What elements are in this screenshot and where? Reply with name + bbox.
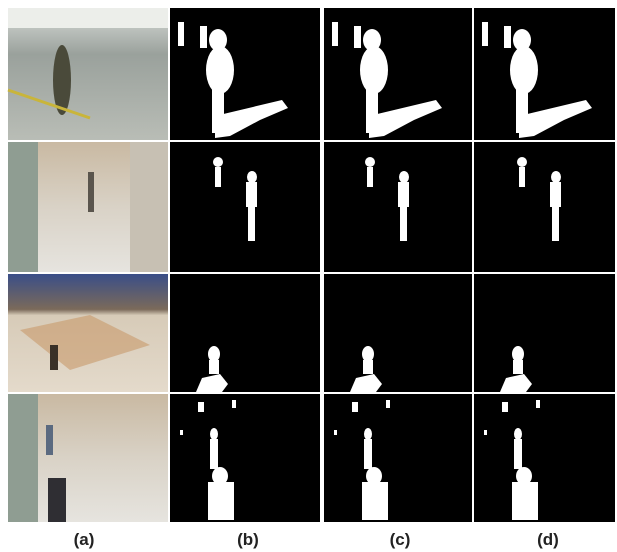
photo-detail: [8, 142, 38, 272]
mask-column: [474, 8, 615, 522]
column-label: (d): [537, 530, 559, 549]
photo-person: [50, 345, 58, 370]
photo-detail: [8, 8, 168, 28]
photo-detail: [130, 142, 168, 272]
figure: (a) (b) (c) (d): [0, 0, 617, 552]
photo-person: [53, 45, 71, 115]
column-label: (b): [237, 530, 259, 549]
column-label: (c): [390, 530, 411, 549]
photo-person: [88, 172, 94, 212]
mask-column: [170, 8, 320, 522]
page: {"figure": {"column_labels": ["(a)", "(b…: [0, 0, 617, 552]
photo-person: [48, 478, 66, 522]
photo-detail: [8, 394, 38, 522]
photo-person: [46, 425, 53, 455]
column-label: (a): [74, 530, 95, 549]
mask-column: [324, 8, 472, 522]
